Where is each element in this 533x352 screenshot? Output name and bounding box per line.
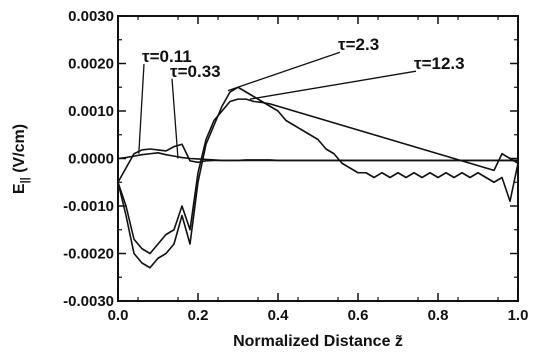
y-tick-label-6: -0.0030: [63, 293, 114, 310]
y-axis-title: E|| (V/cm): [11, 124, 31, 194]
y-tick-label-2: 0.0010: [68, 103, 114, 120]
annotations-group: τ=0.11τ=0.33 τ=2.3 τ=12.3: [138, 35, 465, 159]
annotation-leader-4: [249, 70, 417, 100]
y-axis-title-main: E: [11, 183, 28, 194]
y-tick-labels: 0.0030 0.0020 0.0010 0.0000 -0.0010 -0.0020 -0…: [63, 8, 114, 310]
x-axis-title: Normalized Distance z̃: [233, 333, 403, 350]
annotation-leader-3: [227, 51, 341, 92]
x-tick-label-3: 0.6: [348, 307, 369, 324]
annotation-leader-2: [171, 78, 179, 159]
annotation-label-1: τ=0.11: [142, 47, 192, 66]
x-tick-labels: 0.0 0.2 0.4 0.6 0.8 1.0: [108, 307, 529, 324]
y-tick-label-4: -0.0010: [63, 198, 114, 215]
x-tick-label-1: 0.2: [188, 307, 209, 324]
annotation-label-3: τ=2.3: [338, 35, 379, 54]
annotation-leader-1: [138, 64, 145, 154]
y-tick-label-5: -0.0020: [63, 246, 114, 263]
series-line-4: [117, 98, 519, 255]
x-tick-label-4: 0.8: [428, 307, 449, 324]
series-line-2: [117, 143, 518, 183]
x-tick-label-5: 1.0: [508, 307, 529, 324]
series-group: [117, 86, 519, 269]
annotation-label-2: τ=0.33: [170, 62, 221, 81]
series-line-3: [117, 86, 519, 269]
y-tick-label-0: 0.0030: [68, 8, 114, 25]
y-tick-label-1: 0.0020: [68, 56, 114, 73]
y-axis-title-subscript: ||: [19, 177, 31, 183]
x-tick-label-2: 0.4: [268, 307, 290, 324]
tick-marks-group: [117, 15, 519, 302]
x-tick-label-0: 0.0: [108, 307, 129, 324]
y-tick-label-3: 0.0000: [68, 151, 114, 168]
annotation-label-4: τ=12.3: [414, 54, 465, 73]
y-axis-title-unit: (V/cm): [11, 124, 28, 177]
